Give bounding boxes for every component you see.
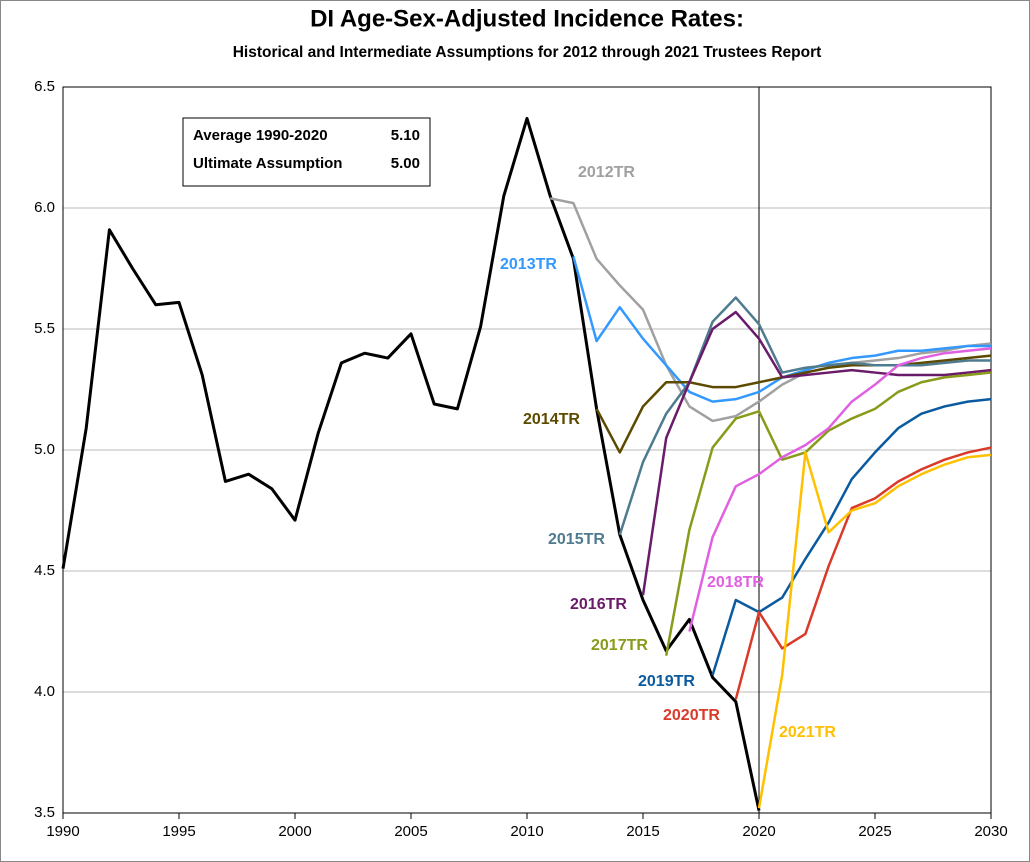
plot-area <box>62 86 992 814</box>
series-label: 2019TR <box>638 673 695 690</box>
y-tick-label: 4.5 <box>34 562 55 579</box>
chart-title: DI Age-Sex-Adjusted Incidence Rates: <box>310 5 744 32</box>
series-line <box>549 197 992 423</box>
series-line <box>664 371 992 656</box>
y-tick-label: 5.5 <box>34 320 55 337</box>
x-tick-label: 2025 <box>858 823 891 840</box>
annotation: Ultimate Assumption <box>193 155 342 172</box>
series-label: 2017TR <box>591 637 648 654</box>
series-label: 2012TR <box>578 164 635 181</box>
series-label: 2018TR <box>707 574 764 591</box>
series-line <box>688 347 992 632</box>
y-tick-label: 6.5 <box>34 78 55 95</box>
y-tick-label: 4.0 <box>34 683 55 700</box>
x-tick-label: 1990 <box>46 823 79 840</box>
series-label: 2013TR <box>500 256 557 273</box>
x-tick-label: 2005 <box>394 823 427 840</box>
y-tick-label: 6.0 <box>34 199 55 216</box>
series-label: 2016TR <box>570 596 627 613</box>
x-tick-label: 2030 <box>974 823 1007 840</box>
series-label: 2020TR <box>663 707 720 724</box>
x-tick-label: 1995 <box>162 823 195 840</box>
x-tick-label: 2010 <box>510 823 543 840</box>
series-line <box>618 296 991 536</box>
series-line <box>734 446 992 700</box>
y-tick-label: 5.0 <box>34 441 55 458</box>
series-label: 2014TR <box>523 411 580 428</box>
annotation: Average 1990-2020 <box>193 127 328 144</box>
series-line <box>757 451 992 809</box>
annotation: 5.10 <box>391 127 420 144</box>
x-tick-label: 2015 <box>626 823 659 840</box>
series-line <box>61 116 761 811</box>
series-label: 2021TR <box>779 724 836 741</box>
y-tick-label: 3.5 <box>34 804 55 821</box>
series-label: 2015TR <box>548 531 605 548</box>
series-line <box>641 310 992 596</box>
chart-subtitle: Historical and Intermediate Assumptions … <box>233 44 822 61</box>
x-tick-label: 2000 <box>278 823 311 840</box>
annotation-box <box>182 117 431 187</box>
annotation: 5.00 <box>391 155 420 172</box>
x-tick-label: 2020 <box>742 823 775 840</box>
